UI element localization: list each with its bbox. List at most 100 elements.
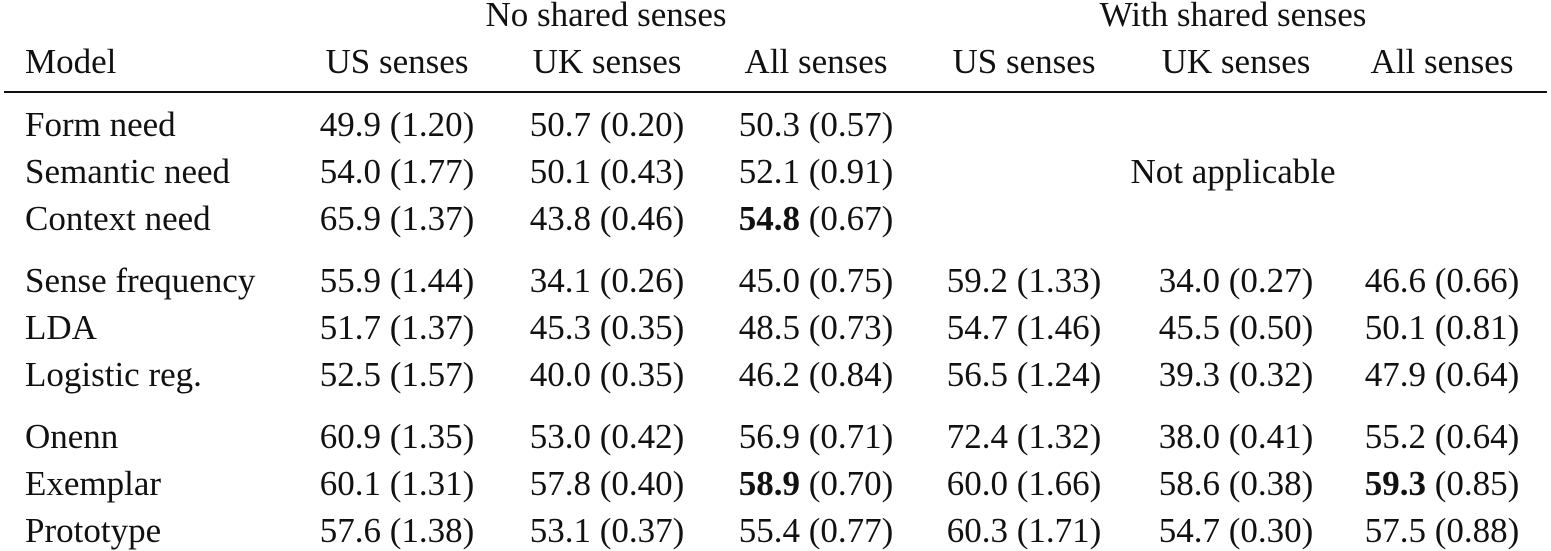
cell-value: 34.0 bbox=[1158, 261, 1220, 300]
cell-stddev: (0.64) bbox=[1434, 355, 1520, 394]
cell-stddev: (0.73) bbox=[808, 308, 894, 347]
cell-value: 58.6 bbox=[1158, 464, 1220, 503]
table-cell: 38.0 (0.41) bbox=[1136, 417, 1336, 457]
table-cell: 60.1 (1.31) bbox=[297, 464, 497, 504]
cell-value: 65.9 bbox=[319, 199, 381, 238]
row-model-name: Onenn bbox=[25, 417, 119, 456]
table-cell: 60.0 (1.66) bbox=[924, 464, 1124, 504]
group-header-no-shared: No shared senses bbox=[485, 0, 727, 34]
cell-value: 55.9 bbox=[319, 261, 381, 300]
table-cell: 57.8 (0.40) bbox=[507, 464, 707, 504]
table-cell: 65.9 (1.37) bbox=[297, 199, 497, 239]
cell-value: 59.2 bbox=[946, 261, 1008, 300]
cell-stddev: (1.77) bbox=[389, 152, 475, 191]
column-header: US senses bbox=[952, 42, 1096, 81]
cell-stddev: (0.35) bbox=[599, 355, 685, 394]
cell-stddev: (1.38) bbox=[389, 511, 475, 550]
cell-stddev: (0.43) bbox=[599, 152, 685, 191]
cell-value: 60.1 bbox=[319, 464, 381, 503]
table-cell: 60.9 (1.35) bbox=[297, 417, 497, 457]
cell-value: 43.8 bbox=[529, 199, 591, 238]
cell-stddev: (0.84) bbox=[808, 355, 894, 394]
column-header: UK senses bbox=[532, 42, 682, 81]
cell-stddev: (1.37) bbox=[389, 199, 475, 238]
table-cell: 47.9 (0.64) bbox=[1342, 355, 1542, 395]
cell-value: 45.0 bbox=[738, 261, 800, 300]
row-model-name: Form need bbox=[25, 105, 176, 144]
cell-stddev: (0.85) bbox=[1434, 464, 1520, 503]
column-header-model: Model bbox=[25, 42, 117, 81]
table-cell: 50.7 (0.20) bbox=[507, 105, 707, 145]
cell-stddev: (0.42) bbox=[599, 417, 685, 456]
cell-value: 39.3 bbox=[1158, 355, 1220, 394]
table-cell: 57.6 (1.38) bbox=[297, 511, 497, 551]
cell-stddev: (0.75) bbox=[808, 261, 894, 300]
cell-value: 54.0 bbox=[319, 152, 381, 191]
table-cell: 43.8 (0.46) bbox=[507, 199, 707, 239]
cell-stddev: (0.32) bbox=[1228, 355, 1314, 394]
cell-stddev: (0.88) bbox=[1434, 511, 1520, 550]
cell-value: 48.5 bbox=[738, 308, 800, 347]
cell-stddev: (0.46) bbox=[599, 199, 685, 238]
cell-stddev: (0.66) bbox=[1434, 261, 1520, 300]
cell-stddev: (0.67) bbox=[808, 199, 894, 238]
cell-stddev: (0.81) bbox=[1434, 308, 1520, 347]
table-cell: 53.1 (0.37) bbox=[507, 511, 707, 551]
cell-stddev: (0.27) bbox=[1228, 261, 1314, 300]
cell-value: 50.1 bbox=[529, 152, 591, 191]
cell-stddev: (1.71) bbox=[1016, 511, 1102, 550]
cell-stddev: (1.33) bbox=[1016, 261, 1102, 300]
cell-stddev: (1.37) bbox=[389, 308, 475, 347]
cell-value: 40.0 bbox=[529, 355, 591, 394]
cell-stddev: (0.41) bbox=[1228, 417, 1314, 456]
cell-value: 46.6 bbox=[1364, 261, 1426, 300]
cell-stddev: (1.46) bbox=[1016, 308, 1102, 347]
cell-value: 52.1 bbox=[738, 152, 800, 191]
table-cell: 54.7 (1.46) bbox=[924, 308, 1124, 348]
column-header: All senses bbox=[744, 42, 888, 81]
cell-value: 45.3 bbox=[529, 308, 591, 347]
cell-stddev: (0.30) bbox=[1228, 511, 1314, 550]
table-cell: 39.3 (0.32) bbox=[1136, 355, 1336, 395]
table-cell: 49.9 (1.20) bbox=[297, 105, 497, 145]
cell-value: 55.2 bbox=[1364, 417, 1426, 456]
cell-value-best: 59.3 bbox=[1364, 464, 1426, 503]
cell-value: 54.7 bbox=[946, 308, 1008, 347]
cell-value: 60.9 bbox=[319, 417, 381, 456]
cell-stddev: (1.20) bbox=[389, 105, 475, 144]
cell-stddev: (1.32) bbox=[1016, 417, 1102, 456]
cell-value: 54.7 bbox=[1158, 511, 1220, 550]
table-cell: 45.3 (0.35) bbox=[507, 308, 707, 348]
cell-value: 45.5 bbox=[1158, 308, 1220, 347]
cell-stddev: (0.57) bbox=[808, 105, 894, 144]
cell-stddev: (1.24) bbox=[1016, 355, 1102, 394]
table-cell: 51.7 (1.37) bbox=[297, 308, 497, 348]
table-cell: 46.2 (0.84) bbox=[716, 355, 916, 395]
table-cell: 55.9 (1.44) bbox=[297, 261, 497, 301]
cell-stddev: (0.77) bbox=[808, 511, 894, 550]
cell-value: 60.0 bbox=[946, 464, 1008, 503]
cell-value: 57.8 bbox=[529, 464, 591, 503]
table-cell: 59.3 (0.85) bbox=[1342, 464, 1542, 504]
table-cell: 48.5 (0.73) bbox=[716, 308, 916, 348]
cell-stddev: (1.66) bbox=[1016, 464, 1102, 503]
cell-value: 46.2 bbox=[738, 355, 800, 394]
table-cell: 55.2 (0.64) bbox=[1342, 417, 1542, 457]
table-cell: 59.2 (1.33) bbox=[924, 261, 1124, 301]
cell-value: 52.5 bbox=[319, 355, 381, 394]
cell-value: 50.1 bbox=[1364, 308, 1426, 347]
cell-stddev: (1.35) bbox=[389, 417, 475, 456]
table-cell: 50.1 (0.81) bbox=[1342, 308, 1542, 348]
table-cell: 57.5 (0.88) bbox=[1342, 511, 1542, 551]
cell-stddev: (0.37) bbox=[599, 511, 685, 550]
table-cell: 56.9 (0.71) bbox=[716, 417, 916, 457]
cell-value: 53.1 bbox=[529, 511, 591, 550]
table-cell: 55.4 (0.77) bbox=[716, 511, 916, 551]
cell-stddev: (0.40) bbox=[599, 464, 685, 503]
table-cell: 45.5 (0.50) bbox=[1136, 308, 1336, 348]
cell-stddev: (0.35) bbox=[599, 308, 685, 347]
table-cell: 58.9 (0.70) bbox=[716, 464, 916, 504]
column-header: UK senses bbox=[1161, 42, 1311, 81]
cell-value-best: 58.9 bbox=[738, 464, 800, 503]
table-cell: 54.7 (0.30) bbox=[1136, 511, 1336, 551]
